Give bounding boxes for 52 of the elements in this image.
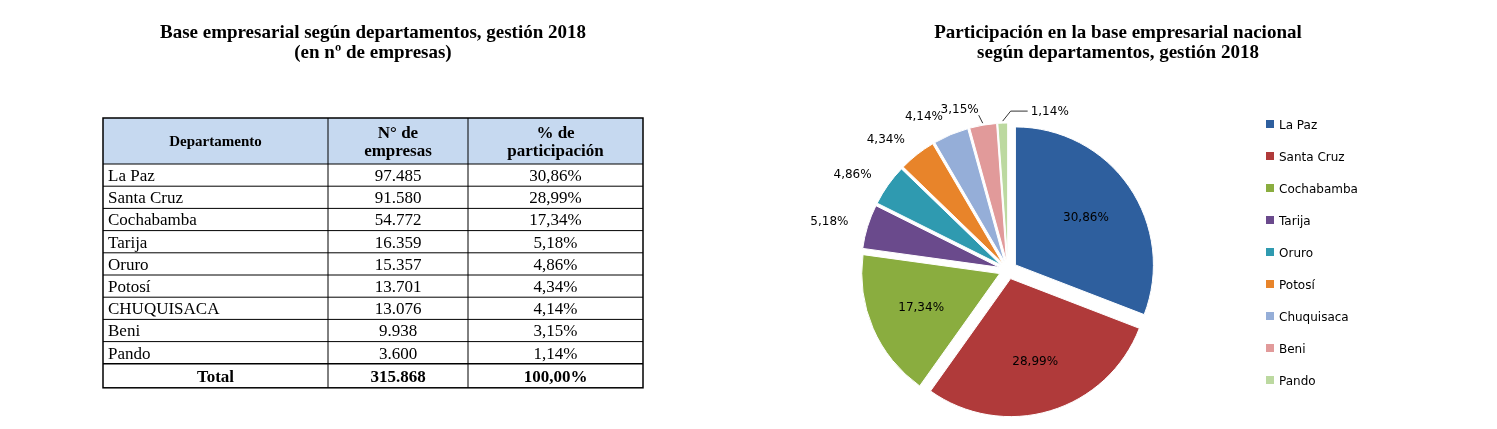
data-label: 97.485 xyxy=(374,166,422,185)
text: 100,00% xyxy=(523,366,588,386)
category-label: La Paz xyxy=(108,166,156,185)
data-label: 3,15% xyxy=(533,321,578,341)
data-label: 4,14% xyxy=(533,299,578,319)
data-label: 4,14% xyxy=(904,109,944,124)
data-label: 17,34% xyxy=(898,300,945,315)
data-label: 3.600 xyxy=(378,343,418,363)
category-label: Beni xyxy=(108,321,141,341)
data-label: 15.357 xyxy=(374,254,422,274)
legend-label: Beni xyxy=(1279,342,1306,356)
text: % de participación xyxy=(507,123,605,160)
category-label: Santa Cruz xyxy=(108,188,184,208)
legend-label: Pando xyxy=(1279,374,1316,388)
data-label: 13.701 xyxy=(374,277,422,296)
data-label: 30,86% xyxy=(529,166,582,185)
data-label: 54.772 xyxy=(374,210,422,230)
text: N° de empresas xyxy=(364,123,433,160)
data-label: 5,18% xyxy=(533,232,578,252)
text: 315.868 xyxy=(370,366,426,386)
category-label: Cochabamba xyxy=(108,210,198,230)
legend-label: Oruro xyxy=(1279,246,1313,260)
data-label: 4,86% xyxy=(533,254,578,274)
legend-label: Chuquisaca xyxy=(1279,310,1349,324)
legend-label: Potosí xyxy=(1279,278,1316,292)
text: Total xyxy=(196,366,235,386)
data-label: 1,14% xyxy=(533,343,578,363)
data-label: 9.938 xyxy=(378,321,418,341)
data-label: 13.076 xyxy=(374,299,422,319)
data-label: 30,86% xyxy=(1063,209,1109,224)
text: Base empresarial según departamentos, gestión 2018 (en nº de empresas) xyxy=(159,21,587,63)
legend-label: Santa Cruz xyxy=(1279,150,1345,164)
data-label: 17,34% xyxy=(529,210,582,230)
data-label: 5,18% xyxy=(810,213,849,228)
category-label: Potosí xyxy=(108,277,151,296)
data-label: 16.359 xyxy=(374,232,422,252)
data-label: 4,34% xyxy=(866,131,905,146)
chart-title: Participación en la base empresarial nacional según departamentos, gestión 2018 xyxy=(934,21,1302,62)
data-label: 91.580 xyxy=(374,188,422,208)
category-label: Tarija xyxy=(108,232,148,252)
data-label: 28,99% xyxy=(529,188,582,208)
legend-label: Tarija xyxy=(1278,214,1311,228)
data-label: 1,14% xyxy=(1030,104,1069,119)
data-label: 28,99% xyxy=(1012,353,1059,368)
category-label: Oruro xyxy=(108,254,149,274)
legend-label: Cochabamba xyxy=(1279,182,1358,196)
data-label: 4,34% xyxy=(533,277,578,296)
text: Departamento xyxy=(169,133,262,149)
category-label: CHUQUISACA xyxy=(108,299,221,319)
legend-label: La Paz xyxy=(1279,118,1318,132)
category-label: Pando xyxy=(108,343,151,363)
data-label: 4,86% xyxy=(833,166,872,181)
